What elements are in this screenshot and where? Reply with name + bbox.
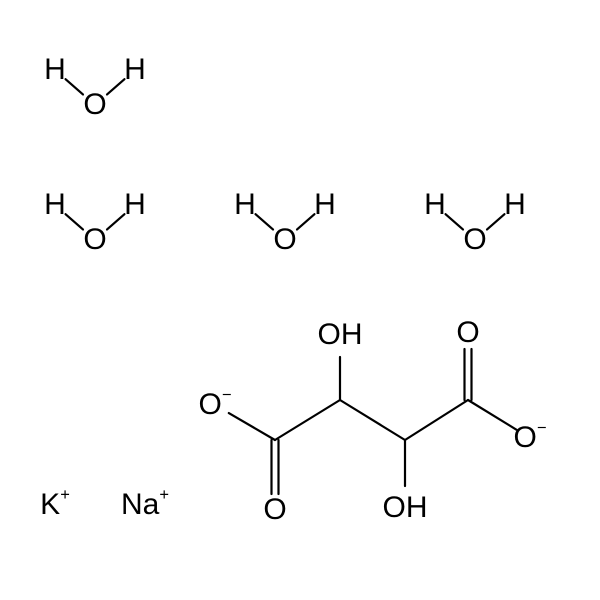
tartrate-O_minus_right: O− — [514, 423, 547, 453]
w4-O: O — [463, 225, 486, 255]
w1-O: O — [83, 90, 106, 120]
w4-H1: H — [424, 190, 446, 220]
tartrate-OH_top: OH — [318, 320, 363, 350]
w1-H2: H — [124, 55, 146, 85]
tartrate-O_dbl_right: O — [456, 318, 479, 348]
w2-H1: H — [44, 190, 66, 220]
w2-H2: H — [124, 190, 146, 220]
w3-H1: H — [234, 190, 256, 220]
w4-H2: H — [504, 190, 526, 220]
w3-H2: H — [314, 190, 336, 220]
w2-O: O — [83, 225, 106, 255]
ion-na: Na+ — [121, 490, 169, 520]
w1-H1: H — [44, 55, 66, 85]
w3-O: O — [273, 225, 296, 255]
tartrate-O_dbl_left: O — [263, 495, 286, 525]
tartrate-O_minus_left: O− — [199, 390, 232, 420]
ion-k: K+ — [40, 490, 70, 520]
tartrate-OH_bottom: OH — [383, 493, 428, 523]
